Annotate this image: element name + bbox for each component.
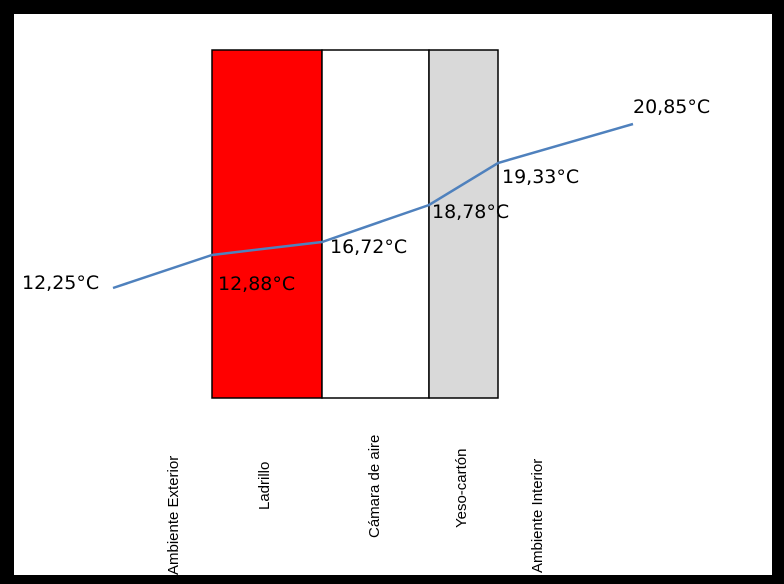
layer-ladrillo	[211, 49, 323, 399]
temperature-line	[112, 122, 634, 290]
temp-label-ladrillo-exterior: 12,88°C	[218, 273, 295, 295]
temp-label-exterior: 12,25°C	[22, 272, 99, 294]
zone-label-yeso-carton: Yeso-cartón	[453, 449, 470, 529]
temp-label-ladrillo-camara: 16,72°C	[330, 236, 407, 258]
temp-label-interior: 20,85°C	[633, 96, 710, 118]
zone-label-ladrillo: Ladrillo	[256, 462, 273, 510]
zone-label-ambiente-interior: Ambiente Interior	[529, 459, 546, 573]
zone-label-ambiente-exterior: Ambiente Exterior	[165, 456, 182, 575]
layer-yeso-carton	[428, 49, 499, 399]
temp-label-camara-yeso: 18,78°C	[432, 201, 509, 223]
temp-label-yeso-interior: 19,33°C	[502, 166, 579, 188]
zone-label-camara-de-aire: Cámara de aire	[366, 435, 383, 538]
